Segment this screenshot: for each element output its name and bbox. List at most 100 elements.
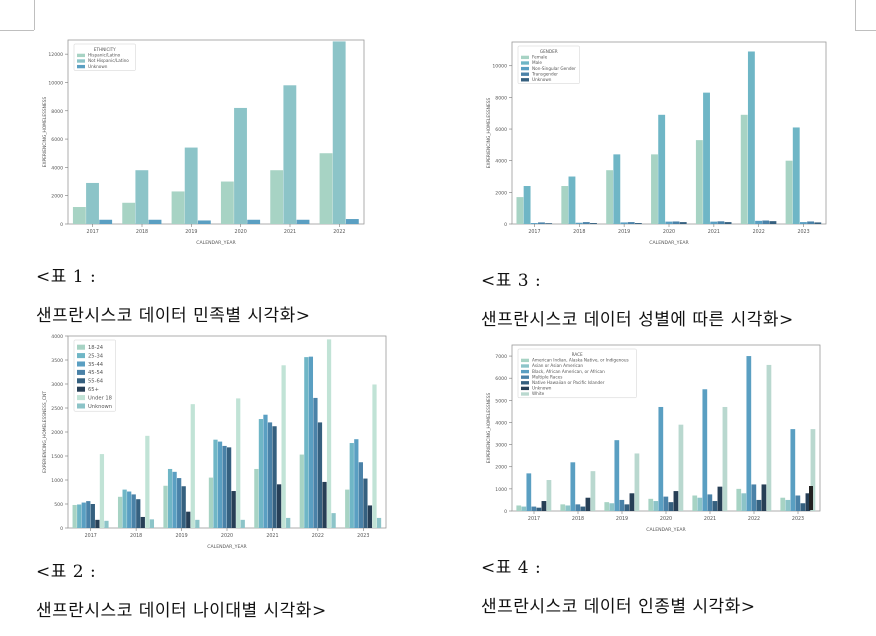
bar-age-2022-2 xyxy=(308,356,314,528)
bar-race-2017-6 xyxy=(546,480,552,511)
bar-age-2018-2 xyxy=(127,491,132,528)
bar-ethnicity-2020-1 xyxy=(234,107,247,224)
bar-race-2021-1 xyxy=(697,497,703,511)
bar-ethnicity-2018-2 xyxy=(148,219,162,224)
caption-4-text: 샌프란시스코 데이터 인종별 시각화> xyxy=(481,597,756,617)
bar-gender-2023-0 xyxy=(785,160,793,224)
bar-age-2018-5 xyxy=(140,516,145,528)
bar-gender-2019-3 xyxy=(627,222,635,224)
bar-race-2017-1 xyxy=(521,506,527,511)
bar-race-2022-1 xyxy=(741,493,747,511)
bar-race-2017-2 xyxy=(526,473,532,511)
bar-age-2023-6 xyxy=(372,384,377,528)
legend-title: ETHNICITY xyxy=(94,47,116,52)
legend-swatch xyxy=(77,361,85,367)
bar-ethnicity-2017-1 xyxy=(86,182,99,224)
legend-entry: 65+ xyxy=(88,387,99,393)
bar-race-2020-3 xyxy=(663,496,669,511)
legend-swatch xyxy=(77,53,85,58)
chart-age-svg: 0 500 1000 1500 2000 2500 3000 3500 4000 EXPERIEN… xyxy=(42,334,387,550)
legend-swatch xyxy=(77,369,85,375)
bar-age-2022-0 xyxy=(299,454,304,528)
bar-race-2018-3 xyxy=(575,504,581,511)
bar-race-2018-1 xyxy=(565,505,571,511)
legend-entry: Not Hispanic/Latino xyxy=(88,58,129,63)
bar-age-2022-6 xyxy=(326,339,332,528)
legend-swatch xyxy=(521,358,529,363)
bar-age-2020-4 xyxy=(227,447,232,528)
bar-age-2018-3 xyxy=(131,494,136,528)
bar-race-2019-5 xyxy=(629,493,635,511)
chart-race-svg: 0 1000 2000 3000 4000 5000 6000 7000 EXPERIENCIN… xyxy=(486,344,821,533)
y-tick-label: 1500 xyxy=(51,454,63,460)
bar-age-2019-6 xyxy=(190,404,195,528)
bar-gender-2017-4 xyxy=(545,223,553,224)
x-tick-label: 2020 xyxy=(663,229,675,235)
legend-swatch xyxy=(521,364,529,368)
crop-mark-right-horizontal xyxy=(855,30,876,31)
bar-age-2017-7 xyxy=(104,520,109,528)
bar-age-2017-6 xyxy=(99,454,105,528)
legend-swatch xyxy=(521,369,529,374)
plot-frame xyxy=(67,39,365,225)
caption-4-number: <표 4 : xyxy=(481,558,542,578)
bar-race-2020-6 xyxy=(678,424,684,511)
y-axis-label: EXPERIENCING_HOMELESSNESS xyxy=(486,97,492,168)
x-tick-label: 2022 xyxy=(333,229,345,235)
legend-entry: Unknown xyxy=(88,404,112,410)
bar-gender-2018-3 xyxy=(582,222,590,224)
caption-3-text: 샌프란시스코 데이터 성별에 따른 시각화> xyxy=(481,310,794,330)
legend-swatch xyxy=(521,72,529,76)
bar-ethnicity-2019-1 xyxy=(184,147,198,224)
caption-1-text: 샌프란시스코 데이터 민족별 시각화> xyxy=(36,306,311,326)
bar-ethnicity-2022-1 xyxy=(332,41,346,224)
y-tick-label: 6000 xyxy=(495,376,507,382)
x-tick-label: 2019 xyxy=(618,229,630,235)
y-tick-label: 12000 xyxy=(48,52,63,58)
bar-race-2021-5 xyxy=(717,486,723,511)
bar-age-2019-7 xyxy=(195,519,200,528)
chart-gender-svg: 0 2000 4000 6000 8000 10000 EXPERIENCING_HOMEL… xyxy=(486,41,827,246)
bar-age-2020-5 xyxy=(231,491,236,528)
bar-age-2021-2 xyxy=(263,414,268,528)
caption-1-number: <표 1 : xyxy=(36,267,97,287)
bar-age-2021-6 xyxy=(281,365,286,528)
bar-race-2021-0 xyxy=(692,495,698,511)
bar-age-2020-6 xyxy=(236,398,241,528)
legend-swatch xyxy=(77,353,85,359)
y-tick-label: 2000 xyxy=(51,430,63,436)
x-tick-label: 2018 xyxy=(573,229,585,235)
bar-gender-2019-4 xyxy=(634,223,642,224)
y-tick-label: 1000 xyxy=(495,487,507,493)
x-tick-label: 2017 xyxy=(528,229,540,235)
legend-entry: Under 18 xyxy=(88,395,112,401)
legend-entry: 25-34 xyxy=(88,353,104,359)
bar-age-2021-1 xyxy=(258,419,264,528)
bar-gender-2023-2 xyxy=(799,222,807,224)
bar-gender-2018-2 xyxy=(575,222,583,224)
y-axis-label: EXPERIENCING_HOMELESSNESS_CNT xyxy=(42,391,48,473)
x-tick-label: 2020 xyxy=(660,516,672,522)
y-tick-label: 8000 xyxy=(495,95,507,101)
legend-swatch xyxy=(77,59,85,63)
chart-ethnicity-svg: 0 2000 4000 6000 8000 10000 12000 EXPERIENCING_… xyxy=(42,39,365,246)
bar-race-2022-6 xyxy=(766,364,772,511)
bar-race-2021-3 xyxy=(707,494,713,511)
bar-age-2023-3 xyxy=(358,462,363,528)
bar-gender-2023-3 xyxy=(807,221,815,224)
x-tick-label: 2017 xyxy=(85,533,97,539)
bar-race-2022-0 xyxy=(736,488,742,511)
x-tick-label: 2021 xyxy=(284,229,296,235)
bar-age-2018-4 xyxy=(136,499,141,528)
bar-age-2017-0 xyxy=(72,504,77,528)
y-tick-label: 6000 xyxy=(51,137,63,143)
bar-race-2018-2 xyxy=(570,462,576,511)
caption-4: <표 4 : 샌프란시스코 데이터 인종별 시각화> xyxy=(481,553,756,617)
bar-race-2019-1 xyxy=(609,503,615,511)
x-tick-label: 2021 xyxy=(708,229,720,235)
bar-gender-2017-2 xyxy=(530,223,538,224)
legend-entry: Asian or Asian American xyxy=(532,363,583,368)
bar-ethnicity-2021-0 xyxy=(270,170,284,224)
legend-swatch xyxy=(521,55,529,60)
bar-gender-2022-4 xyxy=(769,221,777,224)
